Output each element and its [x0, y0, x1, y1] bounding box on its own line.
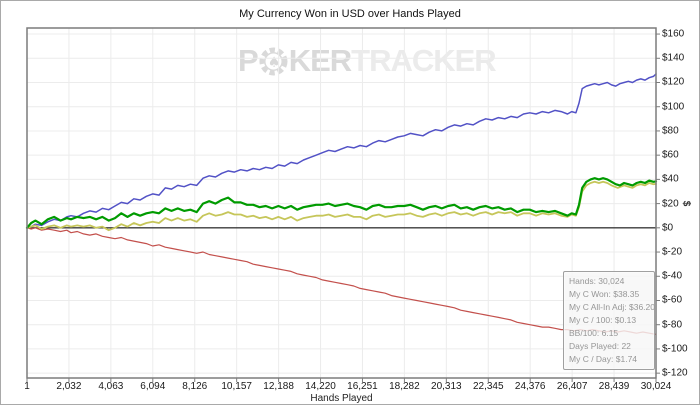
stats-tooltip: Hands: 30,024 My C Won: $38.35 My C All-…	[563, 271, 655, 370]
watermark-text-tracker: TRACKER	[351, 43, 497, 78]
blue-line-showdown	[26, 73, 657, 229]
tooltip-my-c-per-day: My C / Day: $1.74	[569, 354, 638, 364]
tooltip-hands: Hands: 30,024	[569, 276, 625, 286]
watermark-text-p: P	[238, 43, 259, 78]
green-line-my-c-won	[25, 177, 658, 229]
tooltip-bb-per-100: BB/100: 6.15	[569, 328, 619, 338]
pokertracker-watermark: P ♠ KER TRACKER	[238, 43, 497, 78]
tooltip-all-in-adj: My C All-In Adj: $36.20	[569, 302, 655, 312]
yellow-line-all-in-adjusted	[26, 180, 657, 232]
red-line-non-showdown	[26, 227, 657, 335]
x-axis-title: Hands Played	[310, 393, 373, 404]
chart-title: My Currency Won in USD over Hands Played	[239, 8, 461, 20]
tooltip-days-played: Days Played: 22	[569, 341, 631, 351]
y-axis-title: $	[680, 200, 692, 207]
tooltip-my-c-per-100: My C / 100: $0.13	[569, 315, 637, 325]
tooltip-my-c-won: My C Won: $38.35	[569, 289, 640, 299]
